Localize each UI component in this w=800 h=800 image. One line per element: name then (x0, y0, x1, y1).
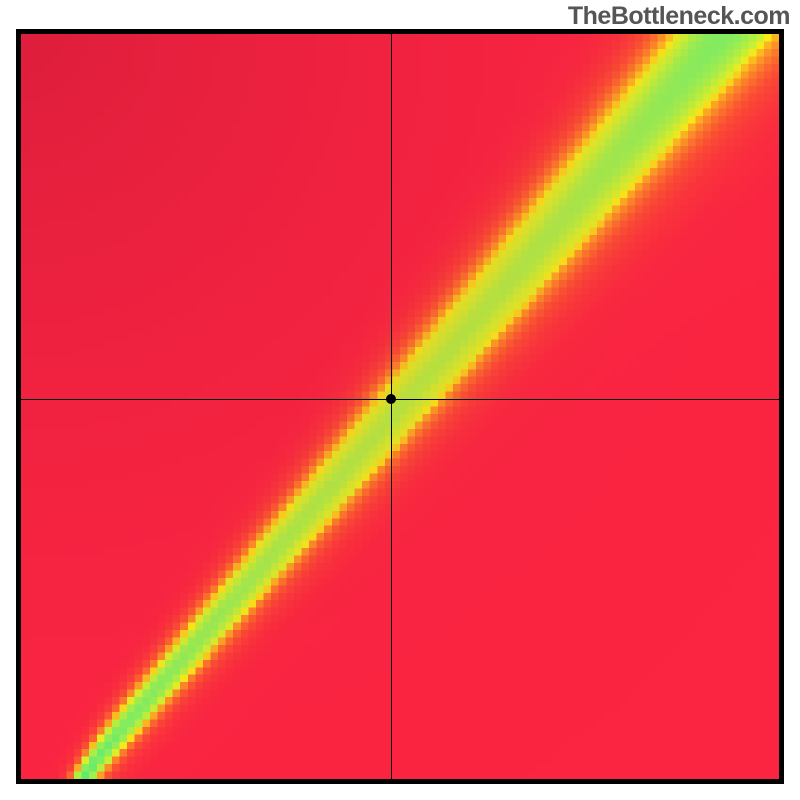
chart-container: TheBottleneck.com (0, 0, 800, 800)
crosshair-marker (386, 394, 396, 404)
plot-border (16, 29, 784, 784)
crosshair-vertical (391, 34, 392, 779)
crosshair-horizontal (21, 399, 779, 400)
watermark-text: TheBottleneck.com (568, 2, 790, 31)
